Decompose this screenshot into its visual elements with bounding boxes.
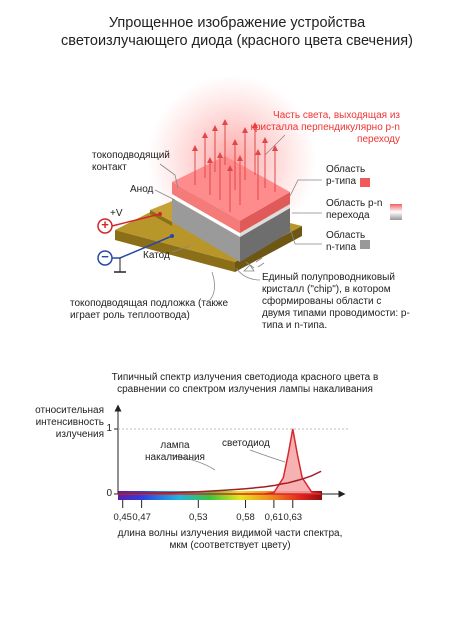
light-label: Часть света, выходящая из кристалла перп… bbox=[250, 110, 400, 145]
x-tick-label: 0,47 bbox=[132, 512, 151, 523]
series-label: лампа накаливания bbox=[145, 440, 205, 463]
led-drawing bbox=[97, 75, 402, 301]
page-title: Упрощенное изображение устройства светои… bbox=[61, 15, 413, 49]
x-tick-label: 0,45 bbox=[113, 512, 132, 523]
series-line bbox=[117, 470, 322, 495]
plus-sign: + bbox=[101, 217, 109, 232]
p-region-label: Область p-типа bbox=[326, 164, 366, 187]
x-tick-label: 0,53 bbox=[189, 512, 208, 523]
y-axis-label: относительная интенсивность излучения bbox=[35, 405, 104, 440]
y-tick-label: 0 bbox=[106, 488, 112, 499]
x-tick-label: 0,58 bbox=[236, 512, 255, 523]
x-tick-label: 0,61 bbox=[264, 512, 284, 523]
substrate-label: токоподводящая подложка (также играет ро… bbox=[70, 298, 229, 321]
contact-label: токоподводящий контакт bbox=[92, 150, 170, 173]
chart-title: Типичный спектр излучения светодиода кра… bbox=[111, 372, 379, 395]
voltage-label: +V bbox=[110, 208, 123, 219]
spectrum-chart bbox=[114, 404, 350, 508]
minus-sign: − bbox=[101, 249, 109, 264]
cathode-label: Катод bbox=[143, 250, 170, 261]
x-tick-label: 0,63 bbox=[283, 512, 303, 523]
y-tick-label: 1 bbox=[106, 423, 112, 434]
series-label: светодиод bbox=[222, 438, 270, 449]
anode-label: Анод bbox=[130, 184, 154, 195]
x-axis-label: длина волны излучения видимой части спек… bbox=[117, 528, 343, 551]
n-region-label: Область n-типа bbox=[326, 230, 366, 253]
pn-region-label: Область p-n перехода bbox=[326, 198, 383, 221]
chip-label: Единый полупроводниковый кристалл ("chip… bbox=[262, 272, 410, 331]
